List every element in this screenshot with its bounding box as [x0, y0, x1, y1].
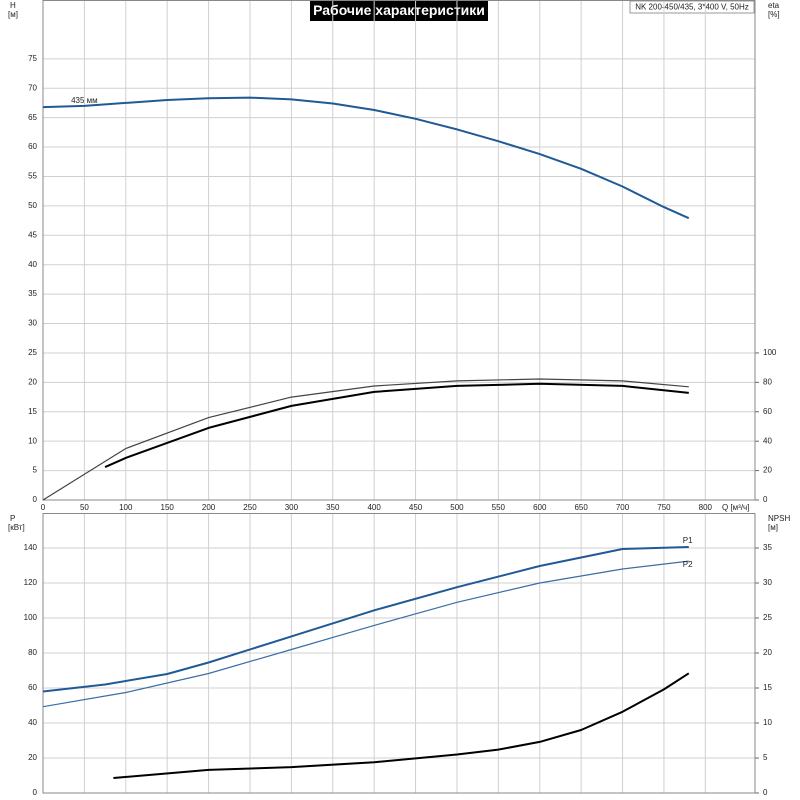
y2-axis-unit: [м] — [768, 523, 778, 532]
y-tick-label: 20 — [28, 377, 37, 386]
y-tick-label: 45 — [28, 230, 37, 239]
chart-title: Рабочие характеристики — [313, 2, 485, 18]
chart-subtitle: NK 200-450/435, 3*400 V, 50Hz — [635, 3, 749, 12]
y-tick-label: 5 — [33, 466, 38, 475]
y-tick-label: 10 — [28, 436, 37, 445]
series-label: 435 мм — [71, 96, 98, 105]
y2-tick-label: 5 — [763, 753, 768, 762]
y-axis-label: P — [10, 514, 15, 523]
y2-axis-label: eta — [768, 1, 780, 10]
x-axis-label: Q [м³/ч] — [722, 503, 749, 512]
y-axis-unit: [кВт] — [8, 523, 25, 532]
y2-tick-label: 80 — [763, 377, 772, 386]
x-tick-label: 250 — [243, 503, 257, 512]
y-tick-label: 100 — [24, 613, 38, 622]
y2-tick-label: 25 — [763, 613, 772, 622]
x-tick-label: 500 — [450, 503, 464, 512]
y2-tick-label: 30 — [763, 578, 772, 587]
series-line — [42, 96, 690, 220]
y-tick-label: 60 — [28, 142, 37, 151]
x-tick-label: 450 — [409, 503, 423, 512]
series-label: P1 — [683, 536, 693, 545]
x-tick-label: 150 — [161, 503, 175, 512]
y2-tick-label: 20 — [763, 466, 772, 475]
y2-tick-label: 100 — [763, 348, 777, 357]
y-tick-label: 35 — [28, 289, 37, 298]
y2-axis-label: NPSH — [768, 514, 790, 523]
x-tick-label: 400 — [367, 503, 381, 512]
title-box — [310, 1, 488, 21]
y-tick-label: 50 — [28, 201, 37, 210]
y2-tick-label: 15 — [763, 683, 772, 692]
y-tick-label: 40 — [28, 718, 37, 727]
y-tick-label: 80 — [28, 648, 37, 657]
y2-tick-label: 40 — [763, 436, 772, 445]
y2-tick-label: 60 — [763, 407, 772, 416]
y2-tick-label: 20 — [763, 648, 772, 657]
y2-tick-label: 0 — [763, 495, 768, 504]
y-tick-label: 140 — [24, 543, 38, 552]
x-tick-label: 650 — [574, 503, 588, 512]
x-tick-label: 200 — [202, 503, 216, 512]
series-label: P2 — [683, 560, 693, 569]
y-axis-unit: [м] — [8, 10, 18, 19]
y-tick-label: 0 — [33, 495, 38, 504]
series-line — [42, 560, 689, 708]
y2-tick-label: 10 — [763, 718, 772, 727]
y2-tick-label: 0 — [763, 788, 768, 797]
y-tick-label: 25 — [28, 348, 37, 357]
y2-tick-label: 35 — [763, 543, 772, 552]
series-line — [104, 382, 689, 469]
y-tick-label: 70 — [28, 83, 37, 92]
x-tick-label: 300 — [285, 503, 299, 512]
y-tick-label: 40 — [28, 260, 37, 269]
y-tick-label: 60 — [28, 683, 37, 692]
y-tick-label: 0 — [33, 788, 38, 797]
x-tick-label: 800 — [699, 503, 713, 512]
x-tick-label: 0 — [41, 503, 46, 512]
series-line — [42, 378, 689, 501]
series-line — [113, 672, 690, 779]
y-tick-label: 120 — [24, 578, 38, 587]
y-axis-label: H — [10, 1, 16, 10]
y-tick-label: 15 — [28, 407, 37, 416]
y-tick-label: 75 — [28, 54, 37, 63]
x-tick-label: 600 — [533, 503, 547, 512]
x-tick-label: 750 — [657, 503, 671, 512]
x-tick-label: 100 — [119, 503, 133, 512]
plot-frame — [42, 0, 756, 501]
x-tick-label: 350 — [326, 503, 340, 512]
y-tick-label: 55 — [28, 172, 37, 181]
y-tick-label: 65 — [28, 113, 37, 122]
x-tick-label: 50 — [80, 503, 89, 512]
y-tick-label: 20 — [28, 753, 37, 762]
y-tick-label: 30 — [28, 319, 37, 328]
y2-axis-unit: [%] — [768, 10, 780, 19]
plot-frame — [42, 513, 756, 794]
x-tick-label: 700 — [616, 503, 630, 512]
series-line — [42, 546, 689, 693]
x-tick-label: 550 — [492, 503, 506, 512]
